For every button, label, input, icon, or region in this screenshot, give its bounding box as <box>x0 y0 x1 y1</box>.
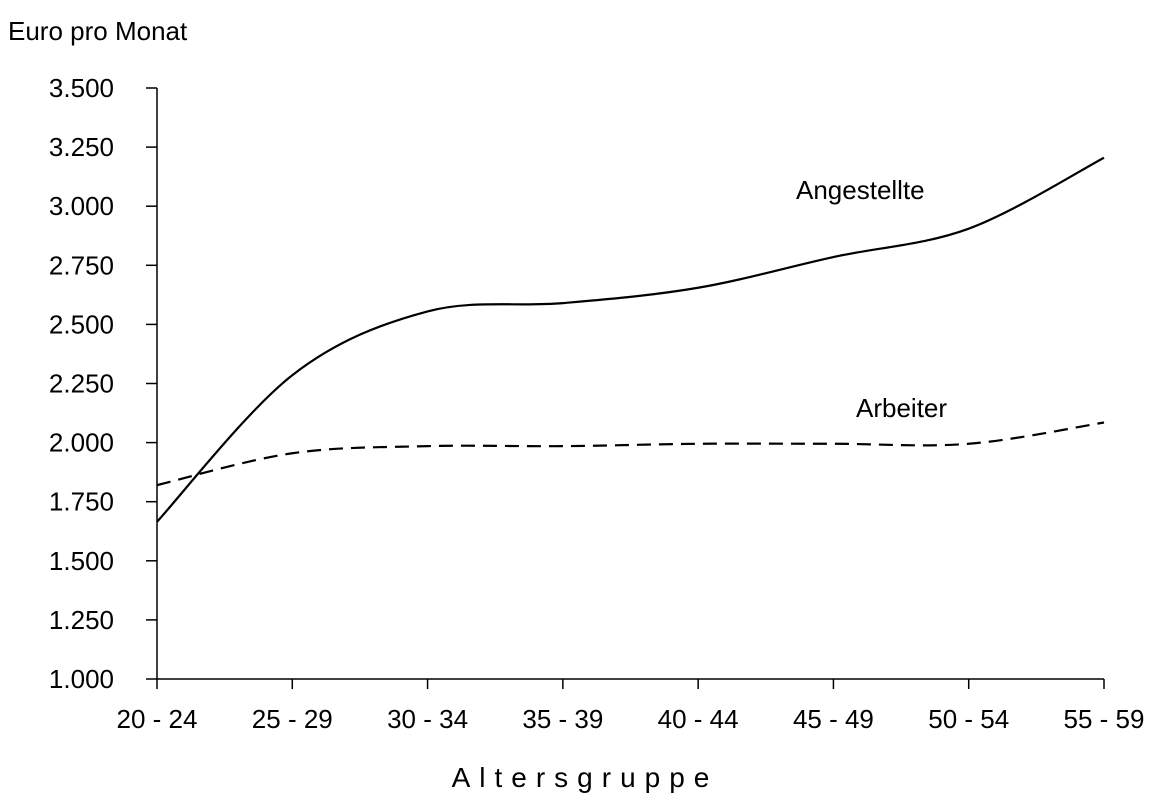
x-tick-label: 25 - 29 <box>252 704 333 734</box>
series-lines <box>156 156 1105 523</box>
y-tick-label: 1.750 <box>49 487 114 517</box>
x-axis-title: Altersgruppe <box>452 762 719 793</box>
y-tick-label: 3.250 <box>49 132 114 162</box>
y-tick-label: 2.000 <box>49 428 114 458</box>
x-tick-label: 35 - 39 <box>522 704 603 734</box>
x-tick-label: 40 - 44 <box>658 704 739 734</box>
x-tick-label: 55 - 59 <box>1064 704 1145 734</box>
series-line-angestellte <box>156 156 1105 523</box>
x-tick-label: 30 - 34 <box>387 704 468 734</box>
y-axis-title: Euro pro Monat <box>8 16 188 46</box>
y-tick-label: 3.000 <box>49 191 114 221</box>
y-tick-label: 2.500 <box>49 309 114 339</box>
y-tick-label: 2.750 <box>49 250 114 280</box>
series-line-arbeiter <box>156 421 1105 487</box>
y-tick-label: 2.250 <box>49 369 114 399</box>
y-tick-label: 1.000 <box>49 664 114 694</box>
x-tick-label: 20 - 24 <box>117 704 198 734</box>
series-label-arbeiter: Arbeiter <box>856 393 947 423</box>
y-tick-label: 3.500 <box>49 73 114 103</box>
x-tick-label: 50 - 54 <box>928 704 1009 734</box>
y-tick-label: 1.500 <box>49 546 114 576</box>
x-axis-ticks: 20 - 24 25 - 29 30 - 34 35 - 39 40 - 44 45 - … <box>117 679 1145 734</box>
y-axis-ticks: 1.000 1.250 1.500 1.750 2.000 2.250 2.500 2.750… <box>49 73 157 694</box>
y-tick-label: 1.250 <box>49 605 114 635</box>
series-label-angestellte: Angestellte <box>796 175 925 205</box>
x-tick-label: 45 - 49 <box>793 704 874 734</box>
